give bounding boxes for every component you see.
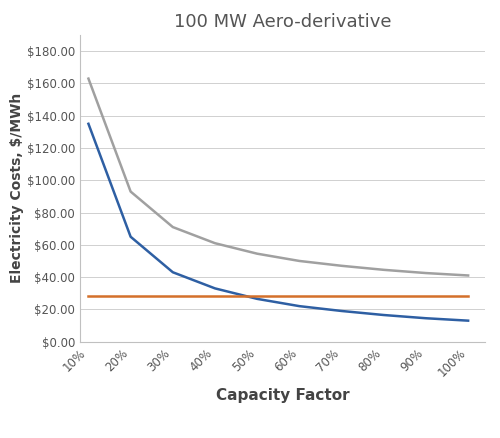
Amortization — [128, 234, 134, 240]
Total — [381, 267, 387, 272]
Total — [86, 76, 91, 81]
Title: 100 MW Aero-derivative: 100 MW Aero-derivative — [174, 13, 391, 31]
Amortization — [423, 316, 429, 321]
Line: Amortization: Amortization — [88, 124, 468, 321]
MCOE — [170, 294, 176, 299]
Total — [338, 263, 344, 268]
MCOE — [381, 294, 387, 299]
Y-axis label: Electricity Costs, $/MWh: Electricity Costs, $/MWh — [10, 93, 24, 283]
Total — [128, 189, 134, 194]
Amortization — [296, 304, 302, 309]
MCOE — [296, 294, 302, 299]
Total — [254, 251, 260, 256]
Total — [465, 273, 471, 278]
Legend: Amortization, MCOE, Total: Amortization, MCOE, Total — [145, 434, 420, 438]
MCOE — [128, 294, 134, 299]
Total — [423, 270, 429, 276]
MCOE — [254, 294, 260, 299]
Amortization — [381, 312, 387, 318]
Total — [296, 258, 302, 264]
Total — [212, 240, 218, 246]
Line: Total: Total — [88, 78, 468, 276]
MCOE — [212, 294, 218, 299]
MCOE — [423, 294, 429, 299]
MCOE — [338, 294, 344, 299]
MCOE — [86, 294, 91, 299]
X-axis label: Capacity Factor: Capacity Factor — [216, 388, 350, 403]
Amortization — [338, 308, 344, 314]
MCOE — [465, 294, 471, 299]
Amortization — [465, 318, 471, 323]
Amortization — [86, 121, 91, 127]
Total — [170, 224, 176, 230]
Amortization — [170, 270, 176, 275]
Amortization — [254, 296, 260, 301]
Amortization — [212, 286, 218, 291]
